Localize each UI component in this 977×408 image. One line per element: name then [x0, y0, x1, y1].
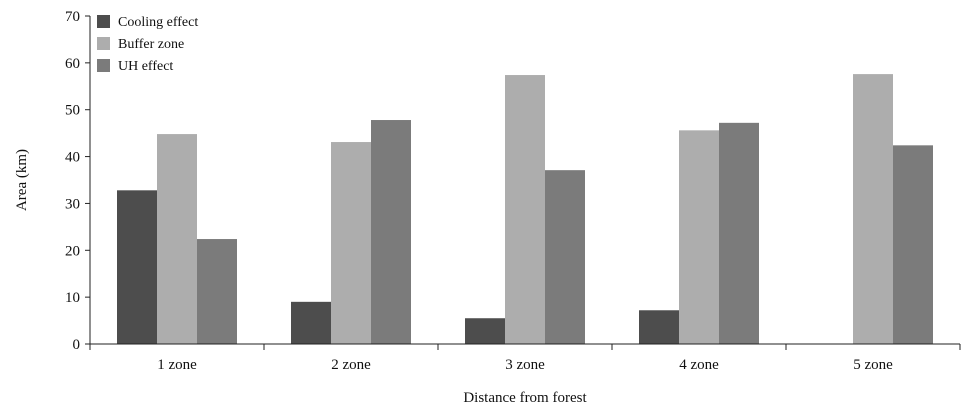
y-tick-label: 0 [73, 337, 81, 353]
y-axis-title: Area (km) [14, 149, 30, 211]
x-tick-label: 4 zone [679, 357, 719, 373]
bar-buffer-zone [331, 142, 371, 344]
bar-uh-effect [719, 122, 759, 344]
x-tick-label: 3 zone [505, 357, 545, 373]
bar-cooling-effect [117, 190, 157, 344]
bar-buffer-zone [679, 130, 719, 344]
bar-uh-effect [371, 120, 411, 344]
legend-swatch [97, 59, 110, 72]
x-ticks: 1 zone 2 zone 3 zone 4 zone 5 zone [89, 344, 961, 373]
bar-cooling-effect [465, 318, 505, 344]
x-tick-label: 5 zone [853, 357, 893, 373]
y-tick-label: 60 [65, 56, 80, 72]
x-tick-label: 2 zone [331, 357, 371, 373]
bars-layer [117, 74, 933, 345]
legend-swatch [97, 15, 110, 28]
axes-layer [89, 16, 960, 345]
y-tick-label: 10 [65, 290, 80, 306]
bar-uh-effect [545, 170, 585, 344]
bar-uh-effect [893, 145, 933, 344]
y-tick-label: 30 [65, 196, 80, 212]
bar-cooling-effect [291, 301, 331, 344]
bar-uh-effect [197, 239, 237, 344]
legend-swatch [97, 37, 110, 50]
bar-buffer-zone [505, 75, 545, 344]
x-axis-title: Distance from forest [463, 390, 587, 406]
y-ticks: 0 10 20 30 40 50 60 70 [65, 9, 90, 353]
legend-label: Cooling effect [118, 15, 198, 30]
y-tick-label: 50 [65, 103, 80, 119]
bar-buffer-zone [157, 134, 197, 344]
legend-label: Buffer zone [118, 37, 184, 52]
x-tick-label: 1 zone [157, 357, 197, 373]
legend-label: UH effect [118, 59, 173, 74]
y-tick-label: 40 [65, 150, 80, 166]
legend: Cooling effect Buffer zone UH effect [97, 15, 198, 74]
bar-buffer-zone [853, 74, 893, 345]
y-tick-label: 70 [65, 9, 80, 25]
bar-cooling-effect [639, 310, 679, 344]
y-tick-label: 20 [65, 243, 80, 259]
